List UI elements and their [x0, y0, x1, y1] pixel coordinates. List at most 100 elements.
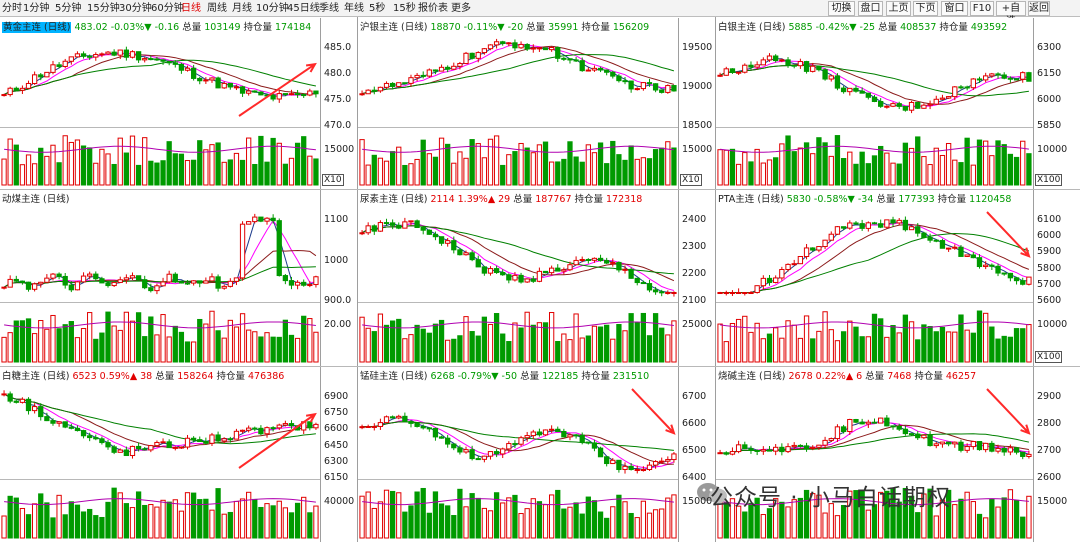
toolbar-button-5[interactable]: F10: [970, 1, 994, 16]
chart-panel-4[interactable]: 尿素主连 (日线) 2114 1.39%▲ 29 总量 187767 持仓量 172318 24…: [358, 190, 715, 366]
toolbar-button-1[interactable]: 盘口: [858, 1, 883, 16]
volume-bar: [939, 499, 946, 539]
period-tab-4[interactable]: 30分钟: [119, 3, 152, 14]
price-tick-label: 475.0: [324, 94, 352, 105]
period-tab-1[interactable]: 1分钟: [23, 3, 50, 14]
volume-bar: [671, 147, 677, 186]
candle-body: [760, 449, 766, 452]
candle-body: [184, 282, 191, 285]
candle-body: [31, 283, 38, 290]
volume-bar: [865, 509, 871, 539]
candle-body: [964, 254, 970, 257]
volume-bar: [38, 147, 44, 186]
candle-body: [785, 263, 791, 271]
candle-body: [952, 86, 958, 98]
candle-body: [945, 247, 952, 250]
moving-average-line: [361, 223, 675, 291]
volume-bar: [481, 157, 488, 186]
chart-panel-8[interactable]: 烧碱主连 (日线) 2678 0.22%▲ 6 总量 7468 持仓量 46257 2900 28…: [716, 367, 1080, 542]
volume-bar: [1026, 495, 1032, 539]
period-tab-2[interactable]: 5分钟: [55, 3, 82, 14]
period-tab-9[interactable]: 10分钟: [256, 3, 289, 14]
volume-bar: [597, 142, 604, 186]
volume-bar: [828, 503, 834, 539]
volume-bar: [74, 504, 81, 539]
toolbar-button-6[interactable]: +自选: [996, 1, 1026, 27]
candlestick-chart: [717, 388, 1032, 539]
trend-arrow: [238, 412, 317, 469]
candle-body: [197, 439, 203, 443]
chart-panel-3[interactable]: 动煤主连 (日线) 1100 1000 900.0 20.00: [0, 190, 357, 366]
contract-name: 动煤主连 (日线): [2, 194, 70, 205]
candle-body: [518, 274, 524, 283]
chart-panel-1[interactable]: 沪银主连 (日线) 18870 -0.11%▼ -20 总量 35991 持仓量 156209…: [358, 18, 715, 189]
period-tab-12[interactable]: 年线: [344, 3, 364, 14]
toolbar-button-2[interactable]: 上页: [886, 1, 911, 16]
candle-body: [908, 226, 915, 231]
period-tab-10[interactable]: 45日线: [287, 3, 320, 14]
volume-bar: [896, 163, 902, 186]
period-tab-0[interactable]: 分时: [2, 3, 22, 14]
candle-body: [847, 418, 853, 433]
candle-body: [506, 42, 512, 45]
change-percent: 0.22%: [815, 371, 846, 382]
toolbar-button-0[interactable]: 切换: [828, 1, 855, 16]
candle-body: [166, 441, 172, 449]
period-tab-13[interactable]: 5秒: [369, 3, 386, 14]
moving-average-line: [3, 393, 317, 454]
period-tab-5[interactable]: 60分钟: [151, 3, 184, 14]
period-tab-6[interactable]: 日线: [181, 3, 201, 14]
panel-header: 白糖主连 (日线) 6523 0.59%▲ 38 总量 158264 持仓量 476386: [2, 368, 284, 382]
volume-bar: [859, 490, 865, 539]
toolbar-button-7[interactable]: 返回: [1028, 1, 1050, 16]
chart-panel-0[interactable]: 黄金主连 (日线) 483.02 -0.03%▼ -0.16 总量 103149 持仓量 17…: [0, 18, 357, 189]
candle-body: [989, 442, 995, 452]
toolbar-button-4[interactable]: 窗口: [941, 1, 968, 16]
candle-body: [735, 444, 742, 453]
candle-body: [44, 416, 50, 422]
candle-body: [524, 43, 530, 50]
volume-bar: [129, 507, 136, 539]
candle-body: [111, 51, 117, 56]
period-tab-8[interactable]: 月线: [232, 3, 252, 14]
candle-body: [530, 431, 536, 437]
volume-bar: [810, 493, 816, 539]
candle-body: [518, 437, 524, 445]
volume-bar: [542, 504, 549, 539]
volume-bar: [239, 498, 246, 539]
candle-body: [432, 233, 439, 238]
volume-bar: [500, 164, 506, 186]
candle-body: [1007, 77, 1014, 80]
period-tab-16[interactable]: 更多: [451, 3, 471, 14]
volume-bar: [748, 502, 754, 539]
price-tick-label: 2100: [682, 295, 707, 306]
period-tab-3[interactable]: 15分钟: [87, 3, 120, 14]
volume-bar: [475, 497, 481, 539]
chart-panel-2[interactable]: 白银主连 (日线) 5885 -0.42%▼ -25 总量 408537 持仓量 493592…: [716, 18, 1080, 189]
price-tick-label: 18500: [682, 120, 713, 131]
chart-panel-6[interactable]: 白糖主连 (日线) 6523 0.59%▲ 38 总量 158264 持仓量 476386 69…: [0, 367, 357, 542]
volume-bar: [493, 313, 500, 363]
chart-panel-7[interactable]: 锰硅主连 (日线) 6268 -0.79%▼ -50 总量 122185 持仓量 231510…: [358, 367, 715, 542]
period-tab-15[interactable]: 报价表: [418, 3, 448, 14]
volume-bar: [68, 141, 74, 186]
candle-body: [1026, 276, 1032, 285]
period-tab-7[interactable]: 周线: [207, 3, 227, 14]
period-tab-14[interactable]: 15秒: [393, 3, 416, 14]
volume-bar: [481, 507, 488, 539]
candle-body: [215, 77, 221, 89]
chart-panel-5[interactable]: PTA主连 (日线) 5830 -0.58%▼ -34 总量 177393 持仓量 11204…: [716, 190, 1080, 366]
candle-body: [628, 80, 634, 90]
period-tab-11[interactable]: 季线: [319, 3, 339, 14]
price-tick-label: 2600: [1037, 472, 1062, 483]
toolbar-button-3[interactable]: 下页: [913, 1, 938, 16]
price-tick-label: 2700: [1037, 445, 1062, 456]
volume-bar: [451, 338, 457, 363]
volume-bar: [396, 492, 402, 539]
change-value: 29: [498, 194, 511, 205]
volume-bar: [74, 337, 81, 363]
volume-bar: [518, 327, 524, 363]
volume-bar: [56, 162, 62, 186]
candle-body: [209, 434, 215, 444]
candle-body: [995, 265, 1001, 274]
